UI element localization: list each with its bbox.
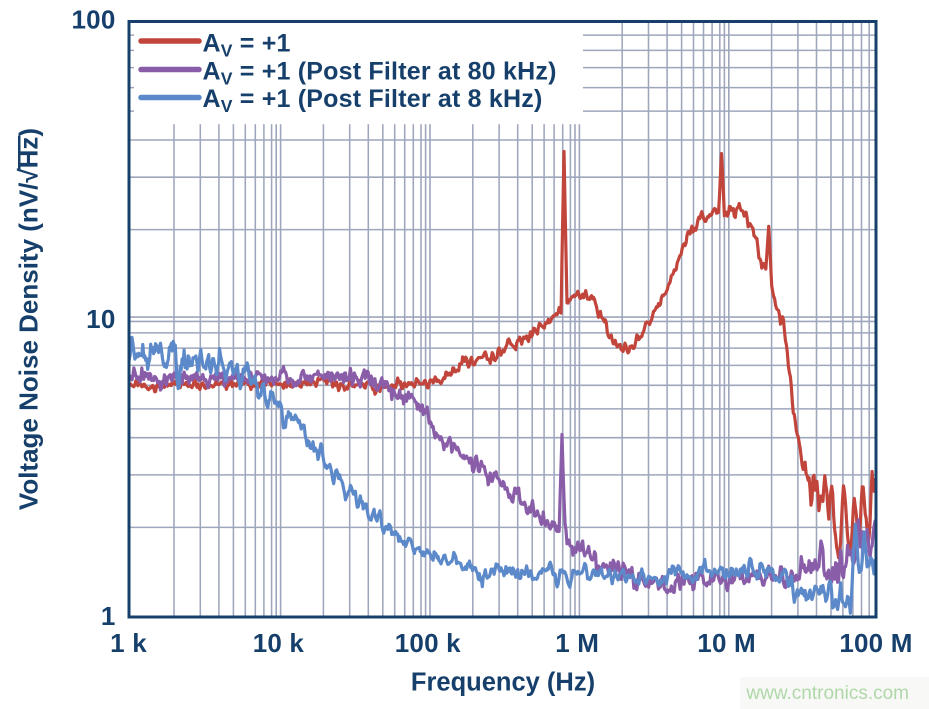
svg-text:1 k: 1 k bbox=[110, 628, 147, 658]
svg-text:10 k: 10 k bbox=[253, 628, 305, 658]
svg-text:AV = +1: AV = +1 bbox=[203, 30, 291, 61]
svg-text:AV = +1 (Post Filter at 80 kHz: AV = +1 (Post Filter at 80 kHz) bbox=[203, 57, 557, 88]
svg-text:10: 10 bbox=[86, 304, 115, 334]
svg-text:1 M: 1 M bbox=[555, 628, 599, 658]
svg-text:100 k: 100 k bbox=[395, 628, 461, 658]
svg-text:www.cntronics.com: www.cntronics.com bbox=[745, 683, 909, 704]
svg-text:100 M: 100 M bbox=[839, 628, 912, 658]
svg-text:1: 1 bbox=[101, 601, 116, 631]
svg-text:10 M: 10 M bbox=[697, 628, 756, 658]
svg-text:AV = +1 (Post Filter at 8 kHz): AV = +1 (Post Filter at 8 kHz) bbox=[203, 85, 543, 116]
svg-text:100: 100 bbox=[72, 5, 116, 35]
svg-text:Voltage Noise Density (nV/√Hz): Voltage Noise Density (nV/√Hz) bbox=[14, 128, 44, 510]
svg-text:Frequency (Hz): Frequency (Hz) bbox=[411, 669, 595, 697]
